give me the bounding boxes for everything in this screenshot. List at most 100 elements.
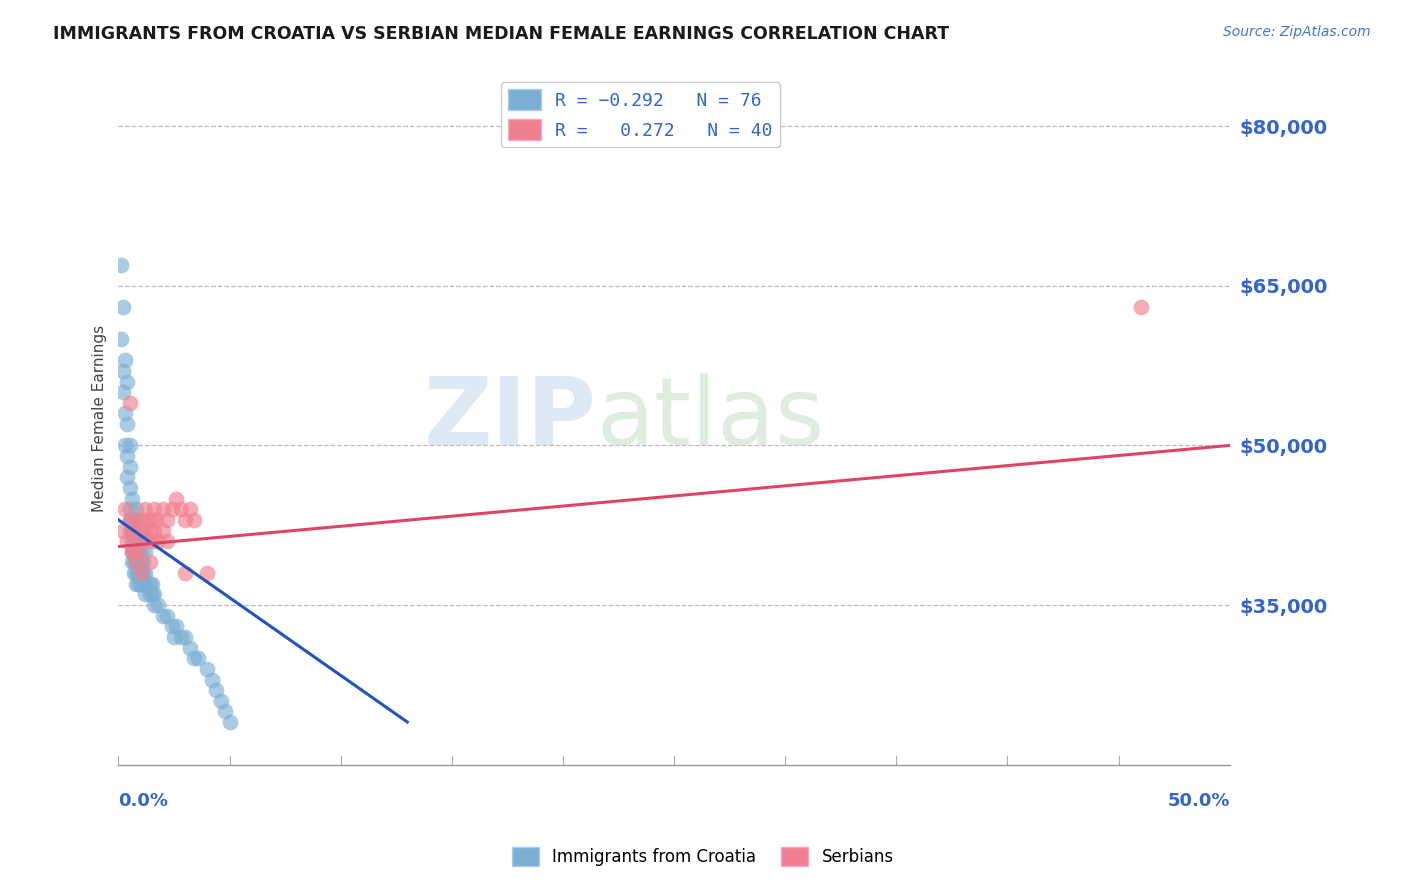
Point [152,608,174,623]
Point [132,576,155,591]
Point [125,576,148,591]
Point [138,524,160,538]
Point [127,556,149,570]
Point [187,651,209,665]
Point [218,714,240,729]
Point [127,534,149,549]
Point [114,438,136,452]
Point [125,545,148,559]
Point [122,534,145,549]
Point [118,481,141,495]
Point [183,513,205,527]
Point [141,576,163,591]
Point [118,513,141,527]
Point [141,513,163,527]
Point [125,534,148,549]
Point [127,545,149,559]
Point [121,545,143,559]
Point [111,524,134,538]
Point [143,587,166,601]
Point [156,534,179,549]
Point [136,534,159,549]
Point [195,566,218,580]
Point [122,545,145,559]
Point [174,513,197,527]
Point [127,545,149,559]
Point [143,524,166,538]
Point [132,566,155,580]
Point [122,556,145,570]
Point [138,556,160,570]
Point [117,470,139,484]
Point [169,630,191,644]
Point [160,619,183,633]
Point [127,566,149,580]
Legend: R = −0.292   N = 76, R =   0.272   N = 40: R = −0.292 N = 76, R = 0.272 N = 40 [502,82,780,147]
Point [143,502,166,516]
Point [214,705,236,719]
Point [163,630,186,644]
Point [121,513,143,527]
Point [169,502,191,516]
Point [1129,300,1152,314]
Point [129,576,152,591]
Point [132,556,155,570]
Point [121,524,143,538]
Point [138,576,160,591]
Text: atlas: atlas [596,373,824,465]
Point [118,459,141,474]
Point [145,513,167,527]
Point [125,513,148,527]
Point [183,651,205,665]
Point [111,385,134,400]
Point [148,534,170,549]
Point [121,524,143,538]
Point [134,502,156,516]
Point [201,673,224,687]
Point [205,683,228,698]
Point [110,258,132,272]
Text: 50.0%: 50.0% [1167,792,1230,810]
Text: IMMIGRANTS FROM CROATIA VS SERBIAN MEDIAN FEMALE EARNINGS CORRELATION CHART: IMMIGRANTS FROM CROATIA VS SERBIAN MEDIA… [53,25,949,43]
Point [121,545,143,559]
Point [141,587,163,601]
Point [129,556,152,570]
Point [195,662,218,676]
Point [134,587,156,601]
Text: ZIP: ZIP [423,373,596,465]
Point [148,598,170,612]
Point [165,619,187,633]
Point [179,640,201,655]
Point [117,534,139,549]
Point [156,608,179,623]
Point [129,566,152,580]
Text: Source: ZipAtlas.com: Source: ZipAtlas.com [1223,25,1371,39]
Point [118,524,141,538]
Point [129,524,152,538]
Point [165,491,187,506]
Point [122,513,145,527]
Point [209,694,232,708]
Point [117,417,139,431]
Point [132,524,155,538]
Point [129,566,152,580]
Point [111,300,134,314]
Point [127,576,149,591]
Point [125,556,148,570]
Point [118,513,141,527]
Point [129,513,152,527]
Point [114,502,136,516]
Point [134,576,156,591]
Point [125,566,148,580]
Point [122,566,145,580]
Point [114,353,136,368]
Point [121,534,143,549]
Y-axis label: Median Female Earnings: Median Female Earnings [93,326,107,512]
Point [125,502,148,516]
Point [179,502,201,516]
Text: 0.0%: 0.0% [118,792,169,810]
Point [121,556,143,570]
Point [117,375,139,389]
Point [118,396,141,410]
Point [136,513,159,527]
